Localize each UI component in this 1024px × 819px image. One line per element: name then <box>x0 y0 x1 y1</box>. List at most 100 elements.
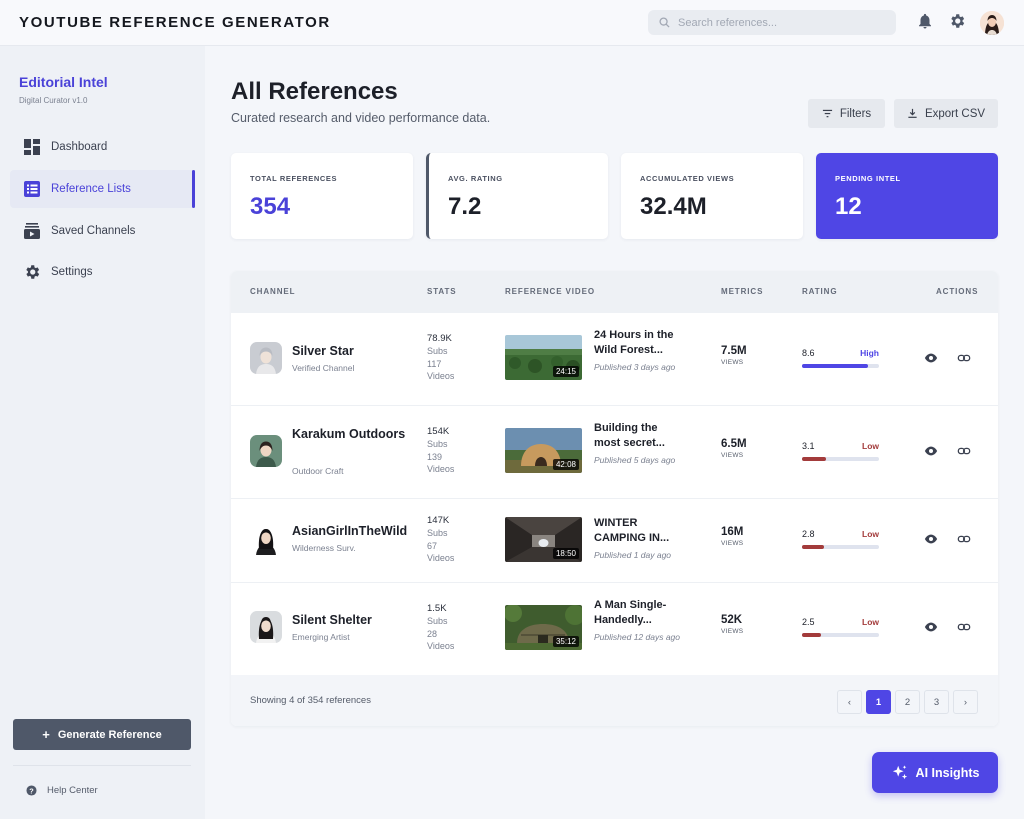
channel-avatar[interactable] <box>250 435 282 467</box>
video-metrics: 7.5M VIEWS <box>721 345 747 366</box>
user-avatar[interactable] <box>980 11 1004 35</box>
video-title[interactable]: A Man Single-Handedly... <box>594 599 667 626</box>
stat-label: AVG. RATING <box>448 174 503 183</box>
video-title[interactable]: Building the most secret... <box>594 422 665 449</box>
help-center-link[interactable]: ? Help Center <box>26 785 98 796</box>
table-row[interactable]: Silver Star Verified Channel 78.9K Subs … <box>231 313 998 406</box>
sidebar-item-saved-channels[interactable]: Saved Channels <box>10 212 195 250</box>
channel-name[interactable]: AsianGirlInTheWild <box>292 524 408 538</box>
subs-label: Subs <box>427 616 448 626</box>
subscriptions-icon <box>24 223 40 239</box>
dashboard-icon <box>24 139 40 155</box>
bell-icon[interactable] <box>916 12 934 30</box>
results-count: Showing 4 of 354 references <box>250 695 371 706</box>
workspace-title: Editorial Intel <box>19 74 108 90</box>
video-title[interactable]: 24 Hours in the Wild Forest... <box>594 329 674 356</box>
channel-avatar[interactable] <box>250 342 282 374</box>
link-icon[interactable] <box>957 351 971 365</box>
channel-name[interactable]: Karakum Outdoors <box>292 427 406 441</box>
view-icon[interactable] <box>924 620 938 634</box>
view-icon[interactable] <box>924 444 938 458</box>
views-label: VIEWS <box>721 628 744 635</box>
pagination-page-2[interactable]: 2 <box>895 690 920 714</box>
channel-name[interactable]: Silent Shelter <box>292 613 372 627</box>
stat-card-avg-rating: AVG. RATING 7.2 <box>426 153 608 239</box>
link-icon[interactable] <box>957 620 971 634</box>
video-title[interactable]: WINTER CAMPING IN... <box>594 517 670 544</box>
column-header-stats[interactable]: STATS <box>427 287 457 296</box>
video-thumbnail[interactable]: 18:50 <box>505 517 582 562</box>
video-metrics: 16M VIEWS <box>721 526 743 547</box>
column-header-rating[interactable]: RATING <box>802 287 838 296</box>
table-row[interactable]: Karakum Outdoors Outdoor Craft 154K Subs… <box>231 406 998 499</box>
pagination-next-button[interactable]: › <box>953 690 978 714</box>
channel-avatar[interactable] <box>250 523 282 555</box>
table-row[interactable]: AsianGirlInTheWild Wilderness Surv. 147K… <box>231 499 998 583</box>
column-header-reference-video[interactable]: REFERENCE VIDEO <box>505 287 595 296</box>
table-header: CHANNEL STATS REFERENCE VIDEO METRICS RA… <box>231 271 998 313</box>
pagination-page-1[interactable]: 1 <box>866 690 891 714</box>
rating-value: 2.5 <box>802 617 815 627</box>
search-box[interactable] <box>648 10 896 35</box>
subs-label: Subs <box>427 439 448 449</box>
rating-level: Low <box>862 441 879 451</box>
svg-text:?: ? <box>29 786 34 795</box>
view-icon[interactable] <box>924 351 938 365</box>
channel-stats: 78.9K Subs 117 Videos <box>427 333 487 383</box>
column-header-metrics[interactable]: METRICS <box>721 287 764 296</box>
channel-stats: 1.5K Subs 28 Videos <box>427 603 487 653</box>
views-count: 16M <box>721 526 744 538</box>
gear-icon[interactable] <box>948 12 966 30</box>
videos-label: Videos <box>427 464 455 474</box>
column-header-channel[interactable]: CHANNEL <box>250 287 296 296</box>
sidebar-item-dashboard[interactable]: Dashboard <box>10 128 195 166</box>
stat-card-pending-intel[interactable]: PENDING INTEL 12 <box>816 153 998 239</box>
channel-stats: 147K Subs 67 Videos <box>427 515 487 565</box>
column-header-actions: ACTIONS <box>936 287 979 296</box>
stat-value: 32.4M <box>640 193 707 220</box>
channel-type: Outdoor Craft <box>292 466 344 476</box>
subs-count: 1.5K <box>427 603 447 614</box>
video-duration: 42:08 <box>552 459 579 470</box>
channel-name[interactable]: Silver Star <box>292 344 354 358</box>
pagination-page-3[interactable]: 3 <box>924 690 949 714</box>
generate-reference-button[interactable]: + Generate Reference <box>13 719 191 750</box>
video-thumbnail[interactable]: 35:12 <box>505 605 582 650</box>
sidebar-item-settings[interactable]: Settings <box>10 253 195 291</box>
filter-icon <box>822 109 832 118</box>
video-published: Published 12 days ago <box>594 632 681 642</box>
pagination-prev-button[interactable]: ‹ <box>837 690 862 714</box>
sidebar-item-label: Dashboard <box>51 141 108 153</box>
channel-avatar[interactable] <box>250 611 282 643</box>
table-row[interactable]: Silent Shelter Emerging Artist 1.5K Subs… <box>231 583 998 675</box>
link-icon[interactable] <box>957 444 971 458</box>
video-published: Published 1 day ago <box>594 550 672 560</box>
sidebar-divider <box>13 765 191 766</box>
stat-value: 7.2 <box>448 193 482 220</box>
filters-button[interactable]: Filters <box>808 99 885 128</box>
sidebar-item-reference-lists[interactable]: Reference Lists <box>10 170 195 208</box>
views-count: 52K <box>721 614 743 626</box>
ai-insights-button[interactable]: AI Insights <box>872 752 998 793</box>
videos-count: 67 <box>427 540 438 551</box>
stat-card-accumulated-views: ACCUMULATED VIEWS 32.4M <box>621 153 803 239</box>
sidebar-item-label: Reference Lists <box>51 183 131 195</box>
view-icon[interactable] <box>924 532 938 546</box>
stat-label: PENDING INTEL <box>835 174 901 183</box>
export-csv-button[interactable]: Export CSV <box>894 99 998 128</box>
videos-count: 139 <box>427 451 443 462</box>
rating-bar-fill <box>802 545 824 549</box>
search-icon <box>659 17 670 28</box>
link-icon[interactable] <box>957 532 971 546</box>
videos-label: Videos <box>427 641 455 651</box>
channel-type: Verified Channel <box>292 363 355 373</box>
channel-type: Wilderness Surv. <box>292 543 356 553</box>
video-thumbnail[interactable]: 42:08 <box>505 428 582 473</box>
rating-bar-fill <box>802 633 822 637</box>
rating-bar <box>802 364 879 368</box>
sidebar-item-label: Settings <box>51 266 93 278</box>
views-label: VIEWS <box>721 540 744 547</box>
video-thumbnail[interactable]: 24:15 <box>505 335 582 380</box>
app-title: YOUTUBE REFERENCE GENERATOR <box>19 14 331 31</box>
search-input[interactable] <box>678 13 888 32</box>
